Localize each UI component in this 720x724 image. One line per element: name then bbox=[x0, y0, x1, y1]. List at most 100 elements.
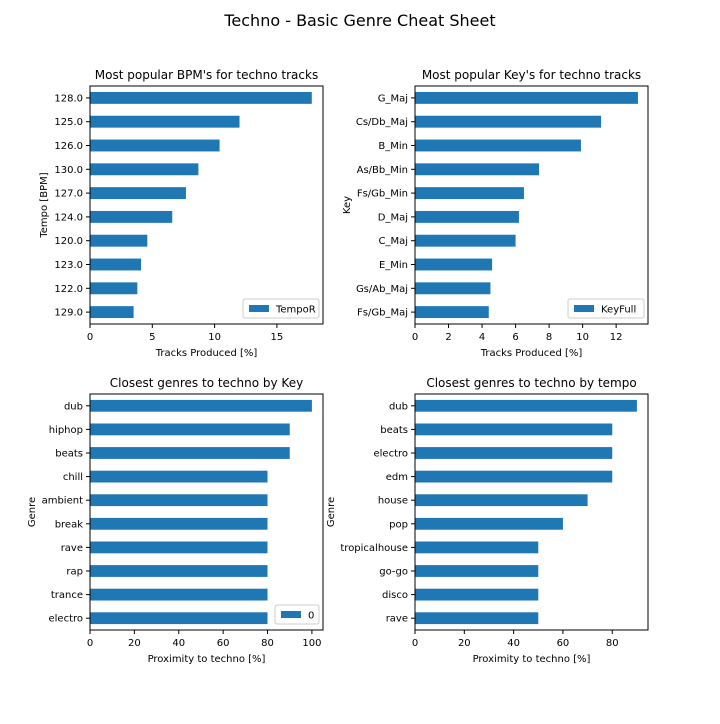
y-tick-label: G_Maj bbox=[378, 93, 408, 104]
plot-frame bbox=[414, 393, 649, 631]
y-tick-label: 124.0 bbox=[54, 212, 83, 223]
bar-1 bbox=[415, 115, 602, 128]
y-tick-label: trance bbox=[51, 590, 83, 601]
x-tick-label: 15 bbox=[271, 332, 284, 343]
chart-panel-0: 128.0 125.0 126.0 130.0 127.0 124.0 120.0 123.0… bbox=[39, 68, 324, 359]
x-tick-label: 10 bbox=[208, 332, 221, 343]
x-tick-label: 40 bbox=[507, 638, 520, 649]
bar-9 bbox=[90, 306, 134, 319]
y-axis-label: Tempo [BPM] bbox=[39, 172, 50, 238]
bar-0 bbox=[415, 399, 637, 412]
bar-5 bbox=[415, 210, 519, 223]
y-tick-label: beats bbox=[380, 425, 408, 436]
legend-swatch bbox=[281, 611, 301, 618]
x-tick-label: 0 bbox=[412, 638, 418, 649]
x-axis-label: Proximity to techno [%] bbox=[473, 654, 591, 665]
x-tick-label: 4 bbox=[479, 332, 485, 343]
bar-2 bbox=[90, 447, 290, 459]
legend-swatch bbox=[574, 305, 594, 312]
y-tick-label: house bbox=[378, 496, 408, 507]
y-tick-label: B_Min bbox=[378, 141, 408, 152]
bar-5 bbox=[90, 210, 173, 223]
legend-box bbox=[567, 298, 645, 319]
y-tick-label: ambient bbox=[42, 496, 83, 507]
x-axis-label: Tracks Produced [%] bbox=[155, 348, 258, 359]
y-tick-label: electro bbox=[48, 614, 83, 625]
bar-4 bbox=[90, 187, 186, 200]
x-tick-label: 20 bbox=[128, 638, 141, 649]
legend-label: KeyFull bbox=[601, 305, 636, 316]
x-tick-label: 60 bbox=[217, 638, 230, 649]
legend-box bbox=[242, 298, 320, 319]
x-tick-label: 8 bbox=[546, 332, 552, 343]
bar-8 bbox=[90, 282, 138, 295]
bar-6 bbox=[415, 541, 539, 554]
bar-7 bbox=[415, 258, 493, 271]
x-tick-label: 0 bbox=[87, 332, 93, 343]
y-tick-label: dub bbox=[64, 401, 83, 412]
legend-label: TempoR bbox=[275, 305, 316, 316]
y-tick-label: 120.0 bbox=[54, 236, 83, 247]
bar-4 bbox=[90, 494, 268, 507]
y-tick-label: 129.0 bbox=[54, 308, 83, 319]
chart-panel-3: dub beats electro edm house pop tropicalhouse g… bbox=[326, 376, 649, 665]
plot-frame bbox=[89, 85, 324, 325]
y-tick-label: hiphop bbox=[49, 425, 83, 436]
y-tick-label: Fs/Gb_Maj bbox=[357, 308, 408, 319]
bar-5 bbox=[90, 517, 268, 530]
y-tick-label: electro bbox=[373, 449, 408, 460]
bar-4 bbox=[415, 187, 524, 200]
y-tick-label: 122.0 bbox=[54, 284, 83, 295]
y-tick-label: break bbox=[55, 519, 84, 530]
chart-title: Most popular Key's for techno tracks bbox=[422, 68, 641, 82]
bar-9 bbox=[90, 612, 268, 625]
bar-2 bbox=[415, 139, 581, 152]
x-tick-label: 100 bbox=[302, 638, 321, 649]
bar-3 bbox=[90, 163, 199, 176]
y-tick-label: D_Maj bbox=[378, 212, 408, 223]
y-tick-label: 123.0 bbox=[54, 260, 83, 271]
y-tick-label: 130.0 bbox=[54, 165, 83, 176]
x-tick-label: 6 bbox=[512, 332, 518, 343]
bar-4 bbox=[415, 494, 588, 507]
y-tick-label: C_Maj bbox=[378, 236, 408, 247]
y-tick-label: tropicalhouse bbox=[340, 543, 408, 554]
bar-3 bbox=[415, 470, 613, 483]
x-axis-label: Proximity to techno [%] bbox=[148, 654, 266, 665]
x-tick-label: 12 bbox=[610, 332, 623, 343]
bar-9 bbox=[415, 306, 489, 319]
y-tick-label: rave bbox=[61, 543, 83, 554]
chart-panel-1: G_Maj Cs/Db_Maj B_Min As/Bb_Min Fs/Gb_Min D_M… bbox=[342, 68, 649, 359]
bar-0 bbox=[90, 91, 312, 104]
x-tick-label: 60 bbox=[557, 638, 570, 649]
chart-panel-2: dub hiphop beats chill ambient break rave rap tr… bbox=[27, 376, 324, 665]
y-tick-label: 126.0 bbox=[54, 141, 83, 152]
figure-title: Techno - Basic Genre Cheat Sheet bbox=[223, 11, 495, 30]
x-tick-label: 2 bbox=[445, 332, 451, 343]
bar-7 bbox=[90, 565, 268, 577]
y-tick-label: disco bbox=[382, 590, 408, 601]
x-tick-label: 80 bbox=[261, 638, 274, 649]
y-tick-label: As/Bb_Min bbox=[357, 165, 408, 176]
x-tick-label: 0 bbox=[87, 638, 93, 649]
y-tick-label: Gs/Ab_Maj bbox=[356, 284, 408, 295]
y-tick-label: chill bbox=[63, 472, 83, 483]
x-tick-label: 0 bbox=[412, 332, 418, 343]
bar-3 bbox=[90, 470, 268, 483]
bar-0 bbox=[90, 399, 312, 412]
y-tick-label: pop bbox=[389, 519, 408, 530]
y-tick-label: E_Min bbox=[379, 260, 408, 271]
bar-2 bbox=[415, 447, 613, 459]
legend-swatch bbox=[249, 305, 269, 312]
y-tick-label: Cs/Db_Maj bbox=[356, 117, 408, 128]
x-tick-label: 5 bbox=[149, 332, 155, 343]
y-tick-label: edm bbox=[386, 472, 408, 483]
y-axis-label: Key bbox=[342, 196, 353, 214]
bar-7 bbox=[415, 565, 539, 577]
bar-0 bbox=[415, 91, 638, 104]
chart-title: Closest genres to techno by tempo bbox=[426, 376, 636, 390]
bar-1 bbox=[90, 423, 290, 436]
y-tick-label: beats bbox=[55, 449, 83, 460]
bar-1 bbox=[415, 423, 613, 436]
